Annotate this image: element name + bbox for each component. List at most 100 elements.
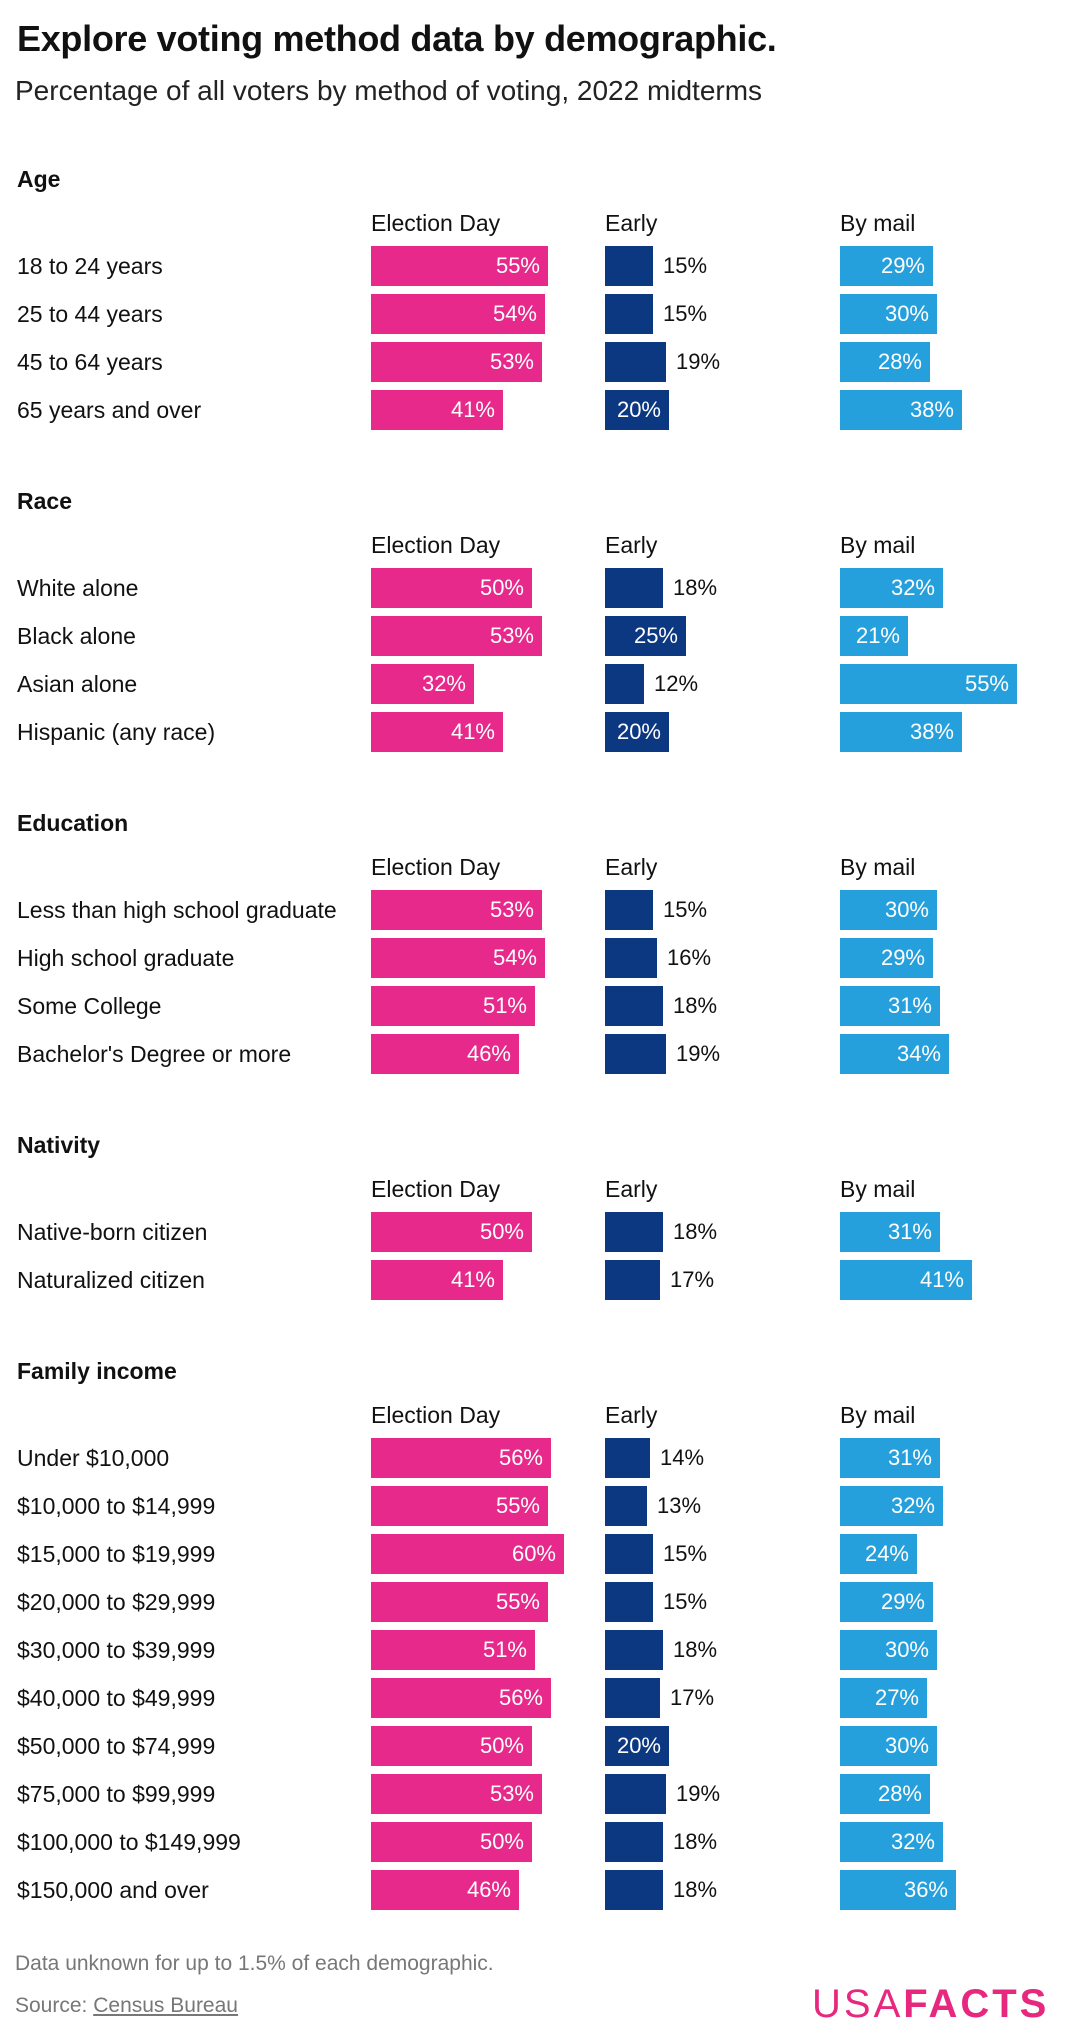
data-label-early: 18% — [673, 1829, 718, 1854]
bar-early — [605, 568, 663, 608]
column-header-by-mail: By mail — [840, 532, 916, 558]
data-label-by-mail: 32% — [890, 1829, 935, 1854]
data-label-by-mail: 34% — [896, 1041, 941, 1066]
usafacts-logo: USAFACTS — [812, 1982, 1049, 2027]
row-label: $30,000 to $39,999 — [17, 1637, 216, 1663]
bar-by-mail — [840, 938, 933, 978]
row-label: White alone — [17, 575, 139, 601]
data-label-election-day: 46% — [466, 1877, 511, 1902]
data-label-by-mail: 38% — [909, 397, 954, 422]
data-label-early: 17% — [670, 1685, 715, 1710]
panel-title: Education — [17, 810, 129, 836]
data-label-by-mail: 38% — [909, 719, 954, 744]
column-header-early: Early — [605, 210, 658, 236]
bar-early — [605, 1822, 663, 1862]
row-label: 18 to 24 years — [17, 253, 163, 279]
data-label-early: 16% — [667, 945, 712, 970]
bar-election-day — [371, 1260, 503, 1300]
bar-early — [605, 1212, 663, 1252]
data-label-election-day: 50% — [479, 1733, 524, 1758]
bar-election-day — [371, 1822, 532, 1862]
data-label-by-mail: 31% — [887, 993, 932, 1018]
bar-by-mail — [840, 390, 962, 430]
row-label: $150,000 and over — [17, 1877, 209, 1903]
bar-by-mail — [840, 1678, 927, 1718]
row-label: $50,000 to $74,999 — [17, 1733, 216, 1759]
column-header-early: Early — [605, 532, 658, 558]
data-label-by-mail: 55% — [964, 671, 1009, 696]
bar-election-day — [371, 294, 545, 334]
data-label-early: 17% — [670, 1267, 715, 1292]
bar-early — [605, 616, 686, 656]
bar-by-mail — [840, 1438, 940, 1478]
bar-election-day — [371, 1630, 535, 1670]
row-label: High school graduate — [17, 945, 235, 971]
bar-early — [605, 938, 657, 978]
data-label-by-mail: 21% — [855, 623, 900, 648]
data-label-election-day: 53% — [489, 1781, 534, 1806]
bar-by-mail — [840, 1774, 930, 1814]
data-label-early: 15% — [663, 253, 708, 278]
data-label-election-day: 60% — [511, 1541, 556, 1566]
data-label-early: 18% — [673, 1219, 718, 1244]
data-label-early: 15% — [663, 301, 708, 326]
data-label-by-mail: 24% — [864, 1541, 909, 1566]
row-label: $20,000 to $29,999 — [17, 1589, 216, 1615]
bar-by-mail — [840, 294, 937, 334]
row-label: $100,000 to $149,999 — [17, 1829, 241, 1855]
bar-by-mail — [840, 890, 937, 930]
data-label-by-mail: 29% — [880, 1589, 925, 1614]
bar-by-mail — [840, 664, 1017, 704]
bar-by-mail — [840, 986, 940, 1026]
bar-by-mail — [840, 1212, 940, 1252]
row-label: Asian alone — [17, 671, 138, 697]
bar-election-day — [371, 1678, 551, 1718]
bar-election-day — [371, 246, 548, 286]
data-label-by-mail: 27% — [874, 1685, 919, 1710]
data-label-election-day: 41% — [450, 719, 495, 744]
column-header-election-day: Election Day — [371, 1176, 501, 1202]
data-label-early: 15% — [663, 1541, 708, 1566]
bar-early — [605, 1630, 663, 1670]
bar-election-day — [371, 1534, 564, 1574]
bar-by-mail — [840, 1870, 956, 1910]
data-label-early: 20% — [616, 719, 661, 744]
bar-election-day — [371, 664, 474, 704]
bar-election-day — [371, 986, 535, 1026]
bar-election-day — [371, 1774, 542, 1814]
bar-election-day — [371, 342, 542, 382]
data-label-election-day: 53% — [489, 897, 534, 922]
data-label-early: 18% — [673, 575, 718, 600]
bar-early — [605, 986, 663, 1026]
bar-by-mail — [840, 1534, 917, 1574]
bar-election-day — [371, 1582, 548, 1622]
panel-title: Age — [17, 166, 61, 192]
bar-by-mail — [840, 1630, 937, 1670]
bar-early — [605, 1678, 660, 1718]
column-header-election-day: Election Day — [371, 532, 501, 558]
source-link[interactable]: Census Bureau — [93, 1994, 238, 2017]
row-label: 45 to 64 years — [17, 349, 163, 375]
panel-title: Nativity — [17, 1132, 101, 1158]
bar-election-day — [371, 1438, 551, 1478]
data-label-election-day: 55% — [495, 1589, 540, 1614]
logo-usa: USA — [812, 1982, 904, 2026]
bar-early — [605, 1534, 653, 1574]
data-label-by-mail: 29% — [880, 253, 925, 278]
data-label-election-day: 53% — [489, 623, 534, 648]
data-label-election-day: 54% — [492, 301, 537, 326]
data-label-election-day: 46% — [466, 1041, 511, 1066]
bar-election-day — [371, 568, 532, 608]
bar-by-mail — [840, 1726, 937, 1766]
bar-early — [605, 890, 653, 930]
bar-by-mail — [840, 568, 943, 608]
bar-early — [605, 1486, 647, 1526]
data-label-election-day: 55% — [495, 253, 540, 278]
bar-early — [605, 1034, 666, 1074]
bar-by-mail — [840, 1822, 943, 1862]
bar-election-day — [371, 890, 542, 930]
data-label-early: 13% — [657, 1493, 702, 1518]
data-label-by-mail: 41% — [919, 1267, 964, 1292]
data-label-early: 18% — [673, 1637, 718, 1662]
bar-election-day — [371, 1870, 519, 1910]
